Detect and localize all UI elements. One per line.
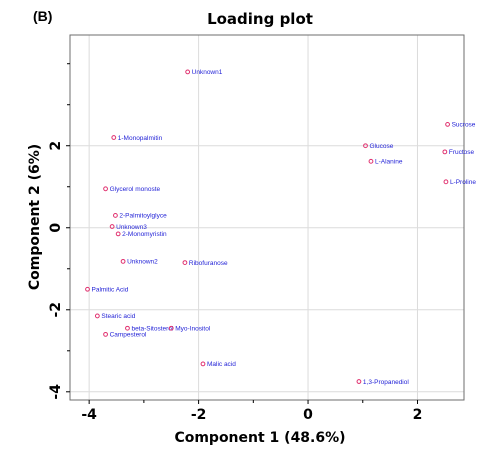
point-marker [85, 286, 90, 292]
point-marker [445, 122, 450, 127]
panel-label: (B) [33, 8, 52, 24]
point-marker [443, 179, 449, 185]
point-label: Malic acid [207, 361, 236, 368]
point-marker [363, 143, 368, 149]
y-tick-label: 2 [48, 141, 64, 151]
axis-ticks: -4 -2 0 2 -4 -2 0 2 [48, 63, 423, 423]
x-tick-label: 0 [303, 407, 313, 423]
point-label: Ribofuranose [189, 260, 228, 267]
point-marker [113, 213, 118, 218]
x-axis-title: Component 1 (48.6%) [174, 430, 345, 446]
point-marker [200, 361, 206, 367]
point-marker [120, 258, 126, 264]
point-label: Unknown3 [116, 224, 147, 231]
point-marker [125, 325, 130, 331]
y-axis-title: Component 2 (6%) [27, 144, 43, 290]
point-label: Glycerol monoste [110, 186, 161, 193]
point-label: L-Alanine [375, 159, 403, 166]
point-label: beta-Sitosterol [131, 326, 173, 333]
points: Unknown1 1-Monopalmitin Glycerol monoste 2-… [85, 69, 476, 386]
point-label: Myo-Inositol [175, 326, 211, 333]
x-tick-label: -4 [81, 407, 97, 423]
point-marker [168, 325, 174, 331]
point-label: Unknown1 [192, 69, 223, 76]
point-marker [356, 379, 362, 384]
point-label: Palmitic Acid [92, 287, 129, 294]
point-marker [182, 260, 188, 266]
point-label: 2-Monomyristin [122, 231, 167, 238]
point-label: Campesterol [110, 332, 147, 339]
point-label: Glucose [370, 143, 394, 150]
point-marker [103, 331, 108, 337]
point-label: 1-Monopalmitin [118, 135, 163, 142]
x-tick-label: -2 [191, 407, 207, 423]
point-label: L-Proline [450, 179, 476, 186]
chart-title: Loading plot [207, 10, 313, 28]
y-tick-label: 0 [48, 223, 64, 233]
x-tick-label: 2 [413, 407, 423, 423]
y-tick-label: -4 [48, 384, 64, 400]
point-marker [94, 313, 100, 319]
point-marker [111, 135, 117, 140]
point-marker [442, 149, 448, 155]
point-label: 2-Palmitoylglyce [119, 213, 167, 220]
point-label: 1,3-Propanediol [363, 379, 409, 386]
plot-frame [69, 34, 465, 401]
point-marker [103, 186, 108, 192]
point-marker [109, 224, 115, 229]
point-label: Stearic acid [101, 313, 135, 320]
y-tick-label: -2 [48, 302, 64, 318]
point-label: Sucrose [452, 122, 476, 129]
point-marker [115, 231, 121, 237]
point-marker [185, 69, 191, 75]
point-marker [368, 158, 374, 164]
grid [70, 35, 464, 400]
point-label: Fructose [449, 149, 475, 156]
point-label: Unknown2 [127, 259, 158, 266]
